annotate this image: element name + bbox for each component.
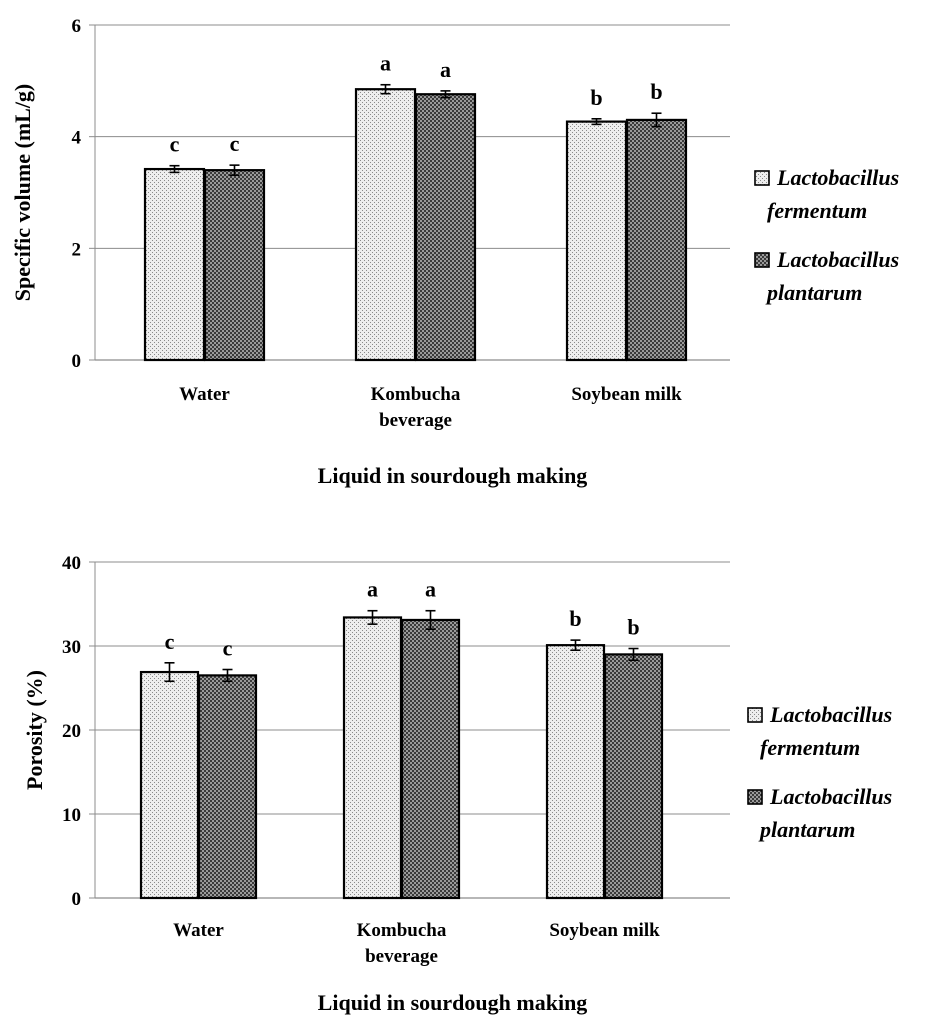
- legend-entry-line: fermentum: [760, 735, 860, 760]
- x-category-label: Water: [173, 920, 224, 941]
- x-category-label-line: Water: [173, 920, 224, 941]
- bar: [565, 120, 628, 362]
- y-tick-label: 30: [62, 637, 81, 658]
- legend-swatch: [754, 252, 770, 268]
- significance-label: b: [569, 606, 581, 631]
- y-tick-label: 6: [72, 16, 82, 37]
- bar: [143, 167, 206, 362]
- significance-label: b: [590, 85, 602, 110]
- significance-label: c: [230, 131, 240, 156]
- x-axis-title: Liquid in sourdough making: [318, 463, 588, 488]
- x-category-label-line: Soybean milk: [571, 384, 682, 405]
- y-axis-title: Specific volume (mL/g): [10, 84, 35, 302]
- y-tick-label: 0: [72, 351, 82, 372]
- x-category-label: Kombucha beverage: [357, 920, 447, 967]
- x-category-label: Kombucha beverage: [371, 384, 461, 431]
- legend-entry-line: Lactobacillus: [769, 784, 892, 809]
- x-category-label: Water: [179, 384, 230, 405]
- bar: [354, 88, 417, 362]
- x-category-label-line: Soybean milk: [549, 920, 660, 941]
- bar: [545, 644, 606, 900]
- significance-label: c: [165, 629, 175, 654]
- y-tick-label: 0: [72, 889, 82, 910]
- significance-label: b: [650, 79, 662, 104]
- legend-entry-line: plantarum: [765, 280, 862, 305]
- significance-label: a: [425, 577, 436, 602]
- significance-label: b: [627, 615, 639, 640]
- specific-volume-chart: 0 2 4 6 c c Water a a Kombucha beverage b b Soybean m…: [10, 16, 899, 488]
- porosity-chart: 0 10 20 30 40 c c Water a a Kombucha beverage b b Soyb…: [22, 553, 892, 1015]
- x-category-label-line: beverage: [365, 946, 438, 967]
- significance-label: a: [440, 57, 451, 82]
- legend-entry: Lactobacillus fermentum: [767, 165, 899, 223]
- x-category-label-line: Kombucha: [357, 920, 447, 941]
- y-tick-label: 40: [62, 553, 81, 574]
- significance-label: c: [170, 132, 180, 157]
- significance-label: c: [223, 636, 233, 661]
- bar: [625, 118, 688, 362]
- legend-swatch: [754, 170, 770, 186]
- x-axis-title: Liquid in sourdough making: [318, 990, 588, 1015]
- x-category-label: Soybean milk: [571, 384, 682, 405]
- legend-entry: Lactobacillus plantarum: [758, 784, 892, 842]
- significance-label: a: [380, 51, 391, 76]
- significance-label: a: [367, 577, 378, 602]
- bar: [197, 674, 258, 900]
- legend-swatch: [747, 707, 763, 723]
- legend-entry: Lactobacillus fermentum: [760, 702, 892, 760]
- y-tick-label: 4: [72, 128, 82, 149]
- bar: [603, 653, 664, 900]
- y-axis-title: Porosity (%): [22, 670, 47, 790]
- x-category-label: Soybean milk: [549, 920, 660, 941]
- bar: [139, 670, 200, 900]
- x-category-label-line: Kombucha: [371, 384, 461, 405]
- legend-swatch: [747, 789, 763, 805]
- legend-entry: Lactobacillus plantarum: [765, 247, 899, 305]
- bar: [203, 169, 266, 362]
- legend-entry-line: fermentum: [767, 198, 867, 223]
- y-tick-label: 10: [62, 805, 81, 826]
- bar: [342, 616, 403, 900]
- y-tick-label: 2: [72, 239, 82, 260]
- x-category-label-line: beverage: [379, 410, 452, 431]
- bar: [414, 93, 477, 362]
- legend-entry-line: Lactobacillus: [769, 702, 892, 727]
- y-tick-label: 20: [62, 721, 81, 742]
- legend-entry-line: Lactobacillus: [776, 165, 899, 190]
- bar: [400, 618, 461, 900]
- x-category-label-line: Water: [179, 384, 230, 405]
- legend-entry-line: Lactobacillus: [776, 247, 899, 272]
- legend-entry-line: plantarum: [758, 817, 855, 842]
